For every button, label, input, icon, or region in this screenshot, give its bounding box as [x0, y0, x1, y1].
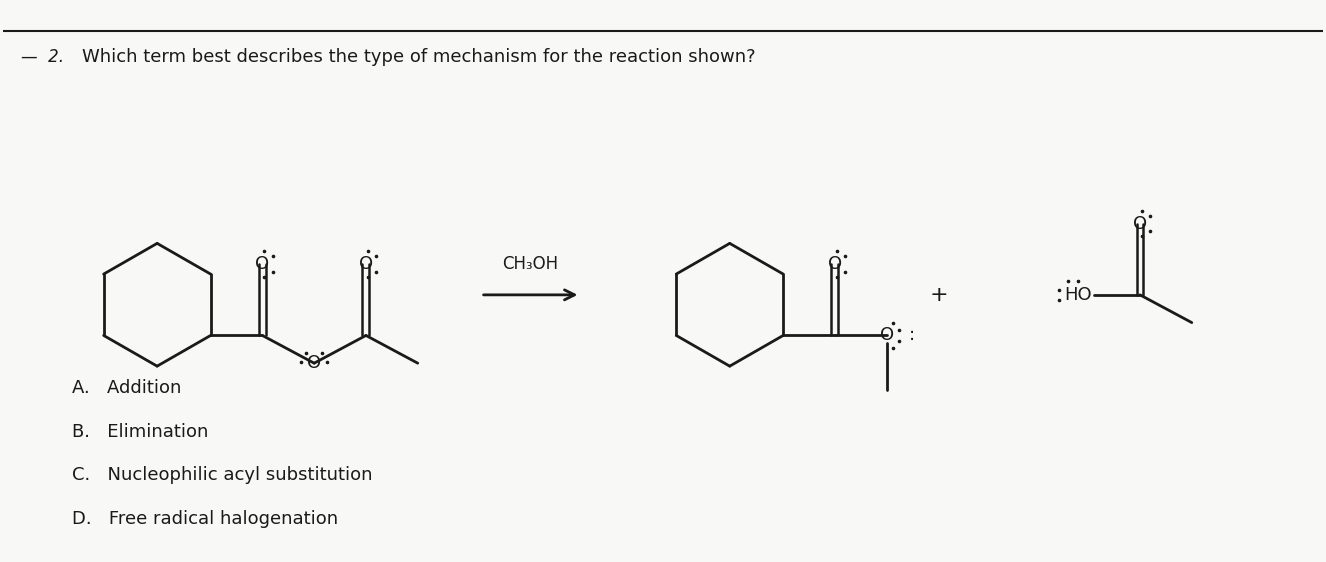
Text: O: O — [256, 255, 269, 273]
Text: B.   Elimination: B. Elimination — [73, 423, 210, 441]
Text: Which term best describes the type of mechanism for the reaction shown?: Which term best describes the type of me… — [82, 48, 756, 66]
Text: CH₃OH: CH₃OH — [503, 255, 558, 273]
Text: HO: HO — [1065, 286, 1093, 304]
Text: —  2.: — 2. — [21, 48, 64, 66]
Text: C.   Nucleophilic acyl substitution: C. Nucleophilic acyl substitution — [73, 466, 373, 484]
Text: O: O — [827, 255, 842, 273]
Text: +: + — [930, 285, 948, 305]
Text: O: O — [1132, 215, 1147, 233]
Text: O: O — [359, 255, 373, 273]
Text: O: O — [879, 327, 894, 345]
Text: O: O — [308, 354, 321, 372]
Text: D.   Free radical halogenation: D. Free radical halogenation — [73, 510, 338, 528]
Text: :: : — [908, 327, 915, 345]
Text: A.   Addition: A. Addition — [73, 379, 182, 397]
